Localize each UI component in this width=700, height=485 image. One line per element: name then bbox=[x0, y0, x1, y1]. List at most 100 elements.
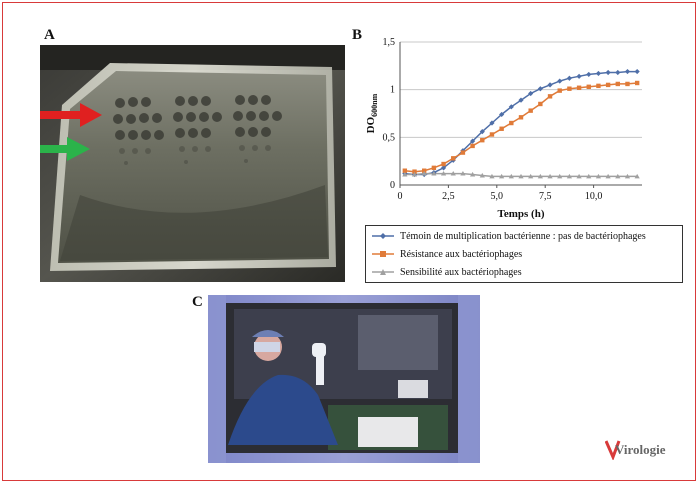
legend-item: Résistance aux bactériophages bbox=[372, 247, 522, 261]
data-point bbox=[412, 169, 417, 174]
data-point bbox=[576, 85, 582, 90]
data-point bbox=[566, 75, 572, 81]
data-point bbox=[460, 150, 466, 155]
data-point bbox=[537, 173, 543, 179]
data-point bbox=[596, 83, 601, 89]
data-point bbox=[567, 86, 572, 91]
data-point bbox=[460, 170, 466, 176]
data-point bbox=[518, 97, 524, 103]
x-tick-label: 10,0 bbox=[585, 191, 603, 202]
data-point bbox=[451, 156, 456, 161]
data-point bbox=[615, 81, 620, 87]
data-point bbox=[576, 73, 582, 79]
figure-frame bbox=[2, 2, 696, 481]
data-point bbox=[586, 173, 592, 179]
x-axis-label: Temps (h) bbox=[498, 208, 545, 220]
legend-item: Sensibilité aux bactériophages bbox=[372, 265, 522, 279]
data-point bbox=[595, 173, 602, 179]
data-point bbox=[557, 173, 563, 179]
series-line bbox=[404, 82, 638, 173]
virologie-logo: Virologie bbox=[604, 438, 685, 461]
data-point bbox=[528, 173, 534, 179]
data-point bbox=[450, 170, 456, 176]
y-tick-label: 1,5 bbox=[383, 37, 396, 48]
data-point bbox=[566, 173, 572, 179]
legend-label: Sensibilité aux bactériophages bbox=[400, 266, 522, 278]
data-point bbox=[470, 143, 475, 149]
legend-item: Témoin de multiplication bactérienne : p… bbox=[372, 229, 646, 243]
data-point bbox=[489, 132, 495, 137]
data-point bbox=[605, 173, 611, 179]
data-point bbox=[509, 120, 514, 126]
data-point bbox=[634, 80, 640, 86]
y-tick-label: 0 bbox=[390, 180, 395, 191]
x-tick-label: 5,0 bbox=[491, 191, 504, 202]
y-axis-label: DO600nm bbox=[365, 93, 379, 133]
data-point bbox=[605, 69, 611, 76]
data-point bbox=[411, 171, 418, 177]
data-point bbox=[624, 173, 631, 179]
data-point bbox=[605, 82, 611, 88]
data-point bbox=[557, 78, 563, 84]
data-point bbox=[547, 82, 553, 88]
data-point bbox=[537, 86, 543, 92]
lab-photo bbox=[208, 295, 480, 463]
data-point bbox=[440, 170, 447, 176]
y-tick-label: 1 bbox=[390, 85, 395, 96]
data-point bbox=[615, 173, 621, 179]
data-point bbox=[431, 170, 437, 176]
data-point bbox=[518, 115, 524, 120]
square-marker-icon bbox=[372, 251, 394, 257]
data-point bbox=[624, 68, 631, 75]
data-point bbox=[557, 88, 562, 93]
y-tick-label: 0,5 bbox=[383, 132, 396, 143]
data-point bbox=[634, 173, 640, 179]
data-point bbox=[576, 173, 582, 179]
data-point bbox=[508, 173, 514, 179]
series-line bbox=[404, 70, 638, 176]
data-point bbox=[547, 94, 553, 99]
data-point bbox=[431, 165, 437, 171]
data-point bbox=[422, 168, 427, 173]
data-point bbox=[595, 70, 602, 77]
data-point bbox=[479, 172, 485, 178]
triangle-marker-icon bbox=[372, 269, 394, 275]
data-point bbox=[480, 137, 485, 143]
data-point bbox=[634, 68, 640, 75]
data-point bbox=[402, 168, 408, 173]
data-point bbox=[538, 101, 543, 107]
x-tick-label: 0 bbox=[398, 191, 403, 202]
data-point bbox=[402, 171, 408, 177]
legend-label: Résistance aux bactériophages bbox=[400, 248, 523, 260]
data-point bbox=[499, 126, 504, 131]
logo-text: Virologie bbox=[615, 442, 666, 457]
data-point bbox=[508, 104, 514, 110]
data-point bbox=[440, 165, 447, 171]
panel-label-b: B bbox=[352, 27, 363, 43]
data-point bbox=[528, 90, 534, 97]
data-point bbox=[489, 173, 495, 179]
data-point bbox=[470, 171, 476, 177]
data-point bbox=[499, 173, 505, 179]
x-tick-label: 7,5 bbox=[539, 191, 552, 202]
data-point bbox=[499, 111, 505, 118]
data-point bbox=[625, 81, 630, 87]
data-point bbox=[441, 161, 446, 167]
data-point bbox=[586, 84, 591, 90]
diamond-marker-icon bbox=[372, 233, 394, 239]
data-point bbox=[421, 170, 427, 176]
data-point bbox=[518, 173, 524, 179]
green-arrow-icon bbox=[40, 137, 90, 161]
data-point bbox=[547, 173, 553, 179]
petri-dish-photo bbox=[40, 45, 345, 282]
data-point bbox=[528, 108, 533, 113]
data-point bbox=[615, 69, 621, 76]
data-point bbox=[586, 71, 592, 78]
red-arrow-icon bbox=[40, 103, 102, 127]
panel-label-a: A bbox=[44, 27, 55, 43]
x-tick-label: 2,5 bbox=[442, 191, 455, 202]
growth-chart: 0 0,5 1 1,5 0 2,5 5,0 7,5 10,0 Temps (h) DO600nm bbox=[365, 37, 642, 220]
panel-label-c: C bbox=[192, 294, 203, 310]
chart-legend: Témoin de multiplication bactérienne : p… bbox=[365, 225, 683, 283]
legend-label: Témoin de multiplication bactérienne : p… bbox=[400, 230, 646, 242]
